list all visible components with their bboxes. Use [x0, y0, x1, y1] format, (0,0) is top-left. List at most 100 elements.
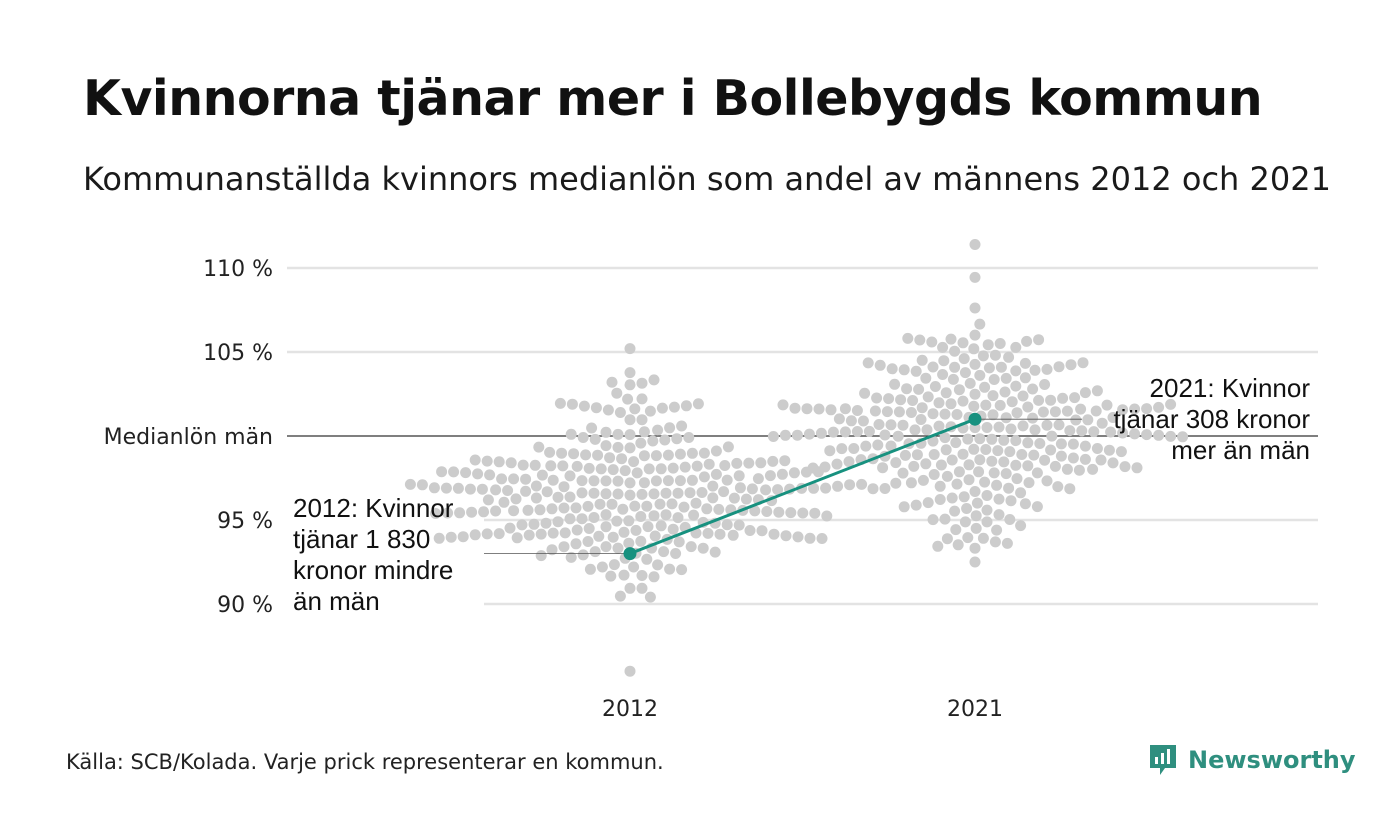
municipality-dot-2021: [910, 499, 922, 511]
municipality-dot-2012: [493, 456, 505, 468]
municipality-dot-2021: [959, 516, 971, 528]
y-tick-label: 105 %: [203, 341, 273, 366]
municipality-dot-2021: [920, 372, 932, 384]
municipality-dot-2012: [821, 510, 833, 522]
municipality-dot-2021: [873, 419, 885, 430]
municipality-dot-2021: [1177, 431, 1189, 443]
municipality-dot-2012: [428, 482, 440, 494]
municipality-dot-2012: [728, 492, 740, 504]
municipality-dot-2012: [577, 432, 589, 443]
municipality-dot-2021: [941, 533, 953, 545]
municipality-dot-2021: [951, 478, 963, 490]
municipality-dot-2021: [932, 540, 944, 552]
municipality-dot-2021: [993, 493, 1005, 505]
municipality-dot-2021: [1091, 385, 1103, 397]
municipality-dot-2021: [1033, 394, 1045, 406]
municipality-dot-2021: [928, 449, 940, 460]
municipality-dot-2021: [957, 337, 969, 349]
municipality-dot-2021: [1117, 427, 1129, 439]
municipality-dot-2012: [445, 531, 457, 543]
municipality-dot-2012: [511, 532, 523, 544]
municipality-dot-2021: [819, 461, 831, 473]
municipality-dot-2021: [885, 419, 897, 431]
municipality-dot-2021: [922, 497, 934, 509]
municipality-dot-2021: [914, 334, 926, 346]
municipality-dot-2012: [727, 529, 739, 541]
municipality-dot-2012: [785, 507, 797, 519]
municipality-dot-2021: [920, 458, 932, 470]
municipality-dot-2012: [619, 465, 631, 477]
municipality-dot-2012: [544, 446, 556, 458]
municipality-dot-2012: [844, 479, 856, 491]
municipality-dot-2012: [571, 460, 583, 472]
municipality-dot-2012: [638, 426, 650, 438]
brand-name: Newsworthy: [1188, 746, 1356, 774]
municipality-dot-2021: [1052, 481, 1064, 493]
municipality-dot-2012: [430, 508, 442, 519]
municipality-dot-2021: [1046, 430, 1058, 442]
municipality-dot-2012: [710, 445, 722, 457]
municipality-dot-2021: [1096, 417, 1108, 429]
municipality-dot-2021: [979, 381, 991, 393]
municipality-dot-2021: [922, 391, 934, 403]
municipality-dot-2012: [718, 486, 730, 498]
municipality-dot-2012: [652, 424, 664, 436]
municipality-dot-2012: [568, 448, 580, 460]
municipality-dot-2021: [977, 350, 989, 362]
municipality-dot-2012: [493, 528, 505, 540]
municipality-dot-2012: [636, 570, 648, 581]
municipality-dot-2012: [697, 542, 709, 554]
municipality-dot-2021: [1079, 453, 1091, 465]
municipality-dot-2021: [831, 458, 843, 470]
municipality-dot-2021: [1064, 425, 1076, 437]
municipality-dot-2012: [612, 441, 624, 453]
municipality-dot-2012: [649, 530, 661, 542]
municipality-dot-2012: [600, 509, 612, 521]
municipality-dot-2021: [807, 462, 819, 474]
municipality-dot-2021: [1069, 392, 1081, 404]
municipality-dot-2012: [650, 450, 662, 462]
municipality-dot-2021: [945, 333, 957, 345]
municipality-dot-2021: [1045, 394, 1057, 406]
municipality-dot-2021: [946, 492, 958, 504]
municipality-dot-2012: [776, 468, 788, 480]
municipality-dot-2021: [980, 399, 992, 411]
y-tick-label: 110 %: [203, 257, 273, 282]
municipality-dot-2012: [508, 505, 520, 517]
municipality-dot-2012: [469, 529, 481, 541]
municipality-dot-2012: [690, 497, 702, 509]
newsworthy-logo[interactable]: Newsworthy: [1148, 743, 1356, 777]
municipality-dot-2012: [635, 535, 647, 547]
municipality-dot-2012: [659, 434, 671, 446]
municipality-dot-2012: [674, 448, 686, 460]
municipality-dot-2012: [629, 500, 641, 512]
municipality-dot-2021: [969, 302, 981, 314]
municipality-dot-2021: [1003, 351, 1015, 363]
municipality-dot-2012: [618, 569, 630, 581]
municipality-dot-2012: [528, 518, 540, 530]
municipality-dot-2021: [958, 491, 970, 503]
municipality-dot-2012: [629, 403, 641, 415]
municipality-dot-2012: [522, 504, 534, 516]
municipality-dot-2012: [668, 401, 680, 413]
municipality-dot-2021: [869, 405, 881, 417]
annotation-2012-line: 2012: Kvinnor: [293, 493, 454, 523]
municipality-dot-2012: [606, 376, 618, 388]
municipality-dot-2021: [991, 524, 1003, 536]
municipality-dot-2021: [1053, 361, 1065, 373]
municipality-dot-2012: [482, 494, 494, 506]
municipality-dot-2021: [859, 387, 871, 399]
municipality-dot-2021: [892, 430, 904, 442]
municipality-dot-2021: [886, 363, 898, 375]
municipality-dot-2012: [498, 496, 510, 508]
municipality-dot-2021: [909, 424, 921, 436]
municipality-dot-2021: [898, 364, 910, 376]
municipality-dot-2021: [989, 536, 1001, 548]
municipality-dot-2021: [1101, 399, 1113, 411]
municipality-dot-2012: [623, 515, 635, 527]
municipality-dot-2021: [879, 483, 891, 494]
municipality-dot-2012: [545, 460, 557, 472]
municipality-dot-2012: [734, 482, 746, 494]
municipality-dot-2021: [898, 501, 910, 513]
municipality-dot-2021: [897, 419, 909, 431]
